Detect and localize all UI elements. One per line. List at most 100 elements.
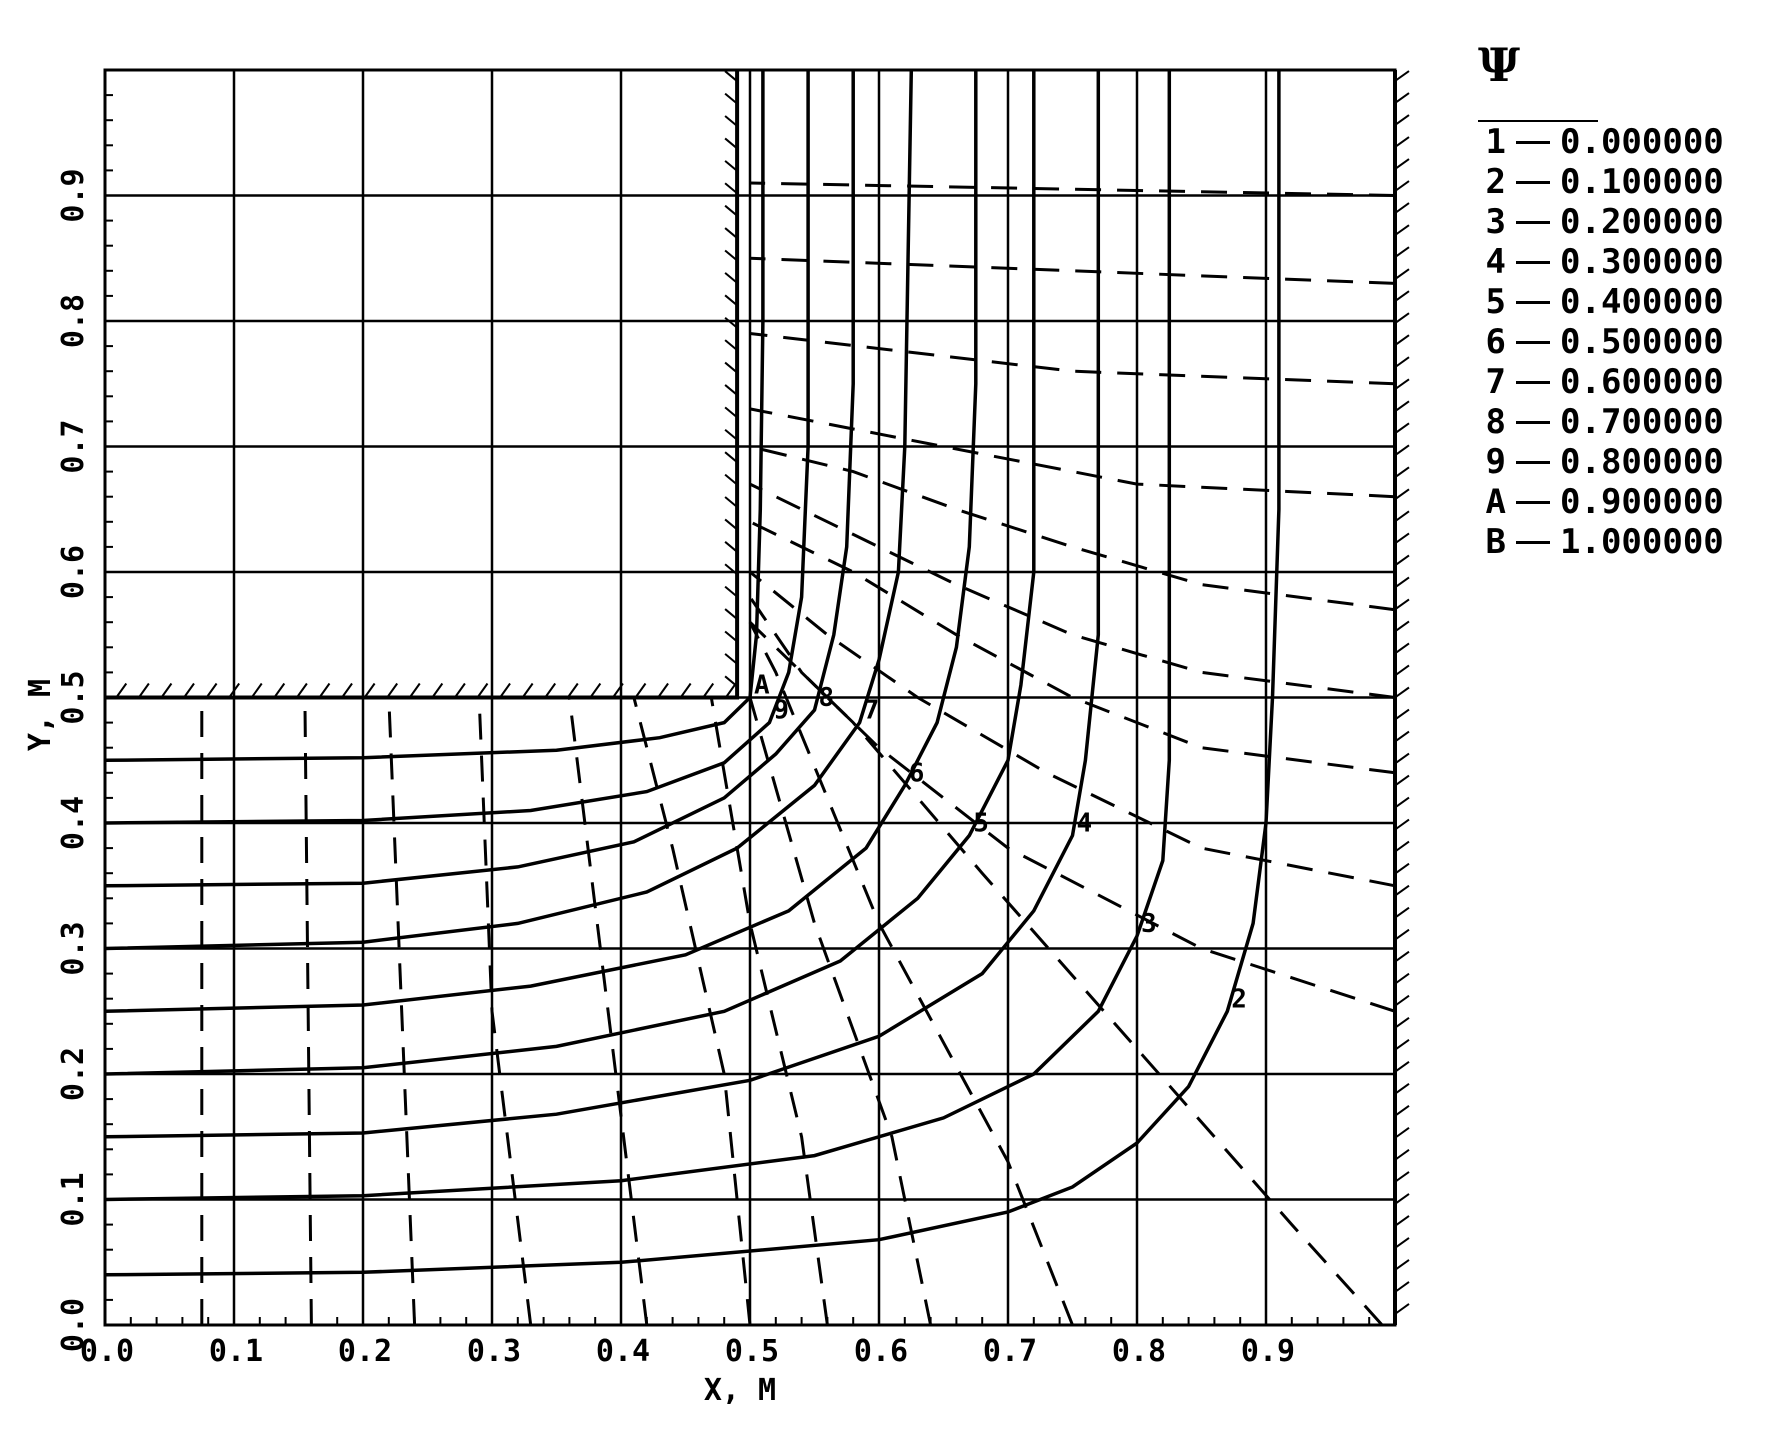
wall-hatch	[296, 682, 308, 699]
wall-hatch	[228, 682, 240, 699]
legend-value: 0.200000	[1560, 202, 1724, 242]
wall-hatch	[1394, 1171, 1410, 1183]
y-tick-label: 0.2	[56, 1047, 91, 1101]
legend-entry: 9 0.800000	[1470, 442, 1770, 482]
y-tick-label: 0.5	[56, 670, 91, 724]
x-tick-label: 0.6	[854, 1334, 908, 1369]
wall-hatch	[612, 682, 624, 699]
x-tick-label: 0.4	[596, 1334, 650, 1369]
wall-hatch	[1394, 334, 1410, 347]
legend-dash	[1516, 260, 1550, 264]
wall-hatch	[1394, 972, 1410, 985]
wall-hatch	[724, 137, 738, 150]
streamline-A	[104, 70, 765, 763]
legend-key: 3	[1485, 202, 1506, 242]
x-tick-label: 0.7	[983, 1334, 1037, 1369]
wall-hatch	[499, 682, 511, 699]
equipotential-line	[477, 697, 533, 1326]
wall-hatch	[1394, 796, 1410, 809]
wall-hatch	[1394, 268, 1410, 280]
x-tick-label: 0.3	[467, 1334, 521, 1369]
legend-entry: 1 0.000000	[1470, 122, 1770, 162]
wall-hatch	[138, 682, 150, 699]
legend-dash	[1516, 500, 1550, 504]
streamlines	[104, 69, 1281, 1277]
wall-hatch	[476, 682, 489, 699]
equipotential-line	[709, 697, 829, 1326]
wall-hatch	[724, 227, 738, 239]
y-tick-label: 0.0	[56, 1298, 91, 1352]
legend-dash	[1516, 380, 1550, 384]
wall-hatch	[1394, 1237, 1410, 1249]
legend-value: 0.800000	[1560, 442, 1724, 482]
wall-hatch	[724, 541, 738, 553]
wall-hatch	[1394, 92, 1410, 104]
wall-hatch	[1394, 1083, 1410, 1095]
wall-hatch	[273, 682, 286, 699]
wall-hatch	[1394, 554, 1410, 567]
wall-hatch	[566, 682, 579, 699]
wall-hatch	[1394, 1016, 1410, 1029]
streamline-label-5: 5	[973, 809, 989, 839]
wall-hatch	[1394, 532, 1410, 545]
wall-hatch	[1394, 1060, 1410, 1073]
wall-hatch	[341, 682, 353, 699]
equipotential-line	[567, 697, 649, 1326]
wall-hatch	[1394, 774, 1410, 787]
wall-hatch	[724, 339, 738, 351]
legend-key: A	[1485, 482, 1506, 522]
streamline-label-2: 2	[1231, 984, 1247, 1014]
legend-key: 8	[1485, 402, 1506, 442]
legend-psi-symbol: Ψ	[1478, 30, 1598, 122]
equipotential-line	[749, 407, 1396, 499]
x-tick-labels: 0.0 0.1 0.2 0.3 0.4 0.5 0.6 0.7 0.8 0.9	[80, 1334, 1295, 1369]
x-tick-label: 0.1	[209, 1334, 263, 1369]
wall-hatch	[1394, 862, 1410, 875]
equipotential-line	[749, 520, 1396, 775]
legend-key: 9	[1485, 442, 1506, 482]
wall-hatch	[724, 160, 738, 172]
wall-hatch	[724, 182, 738, 195]
wall-hatch	[1394, 730, 1410, 743]
legend-entry: 6 0.500000	[1470, 322, 1770, 362]
y-tick-label: 0.1	[56, 1172, 91, 1226]
y-tick-label: 0.3	[56, 921, 91, 975]
wall-hatch	[724, 473, 738, 486]
wall-hatch	[1394, 400, 1410, 413]
wall-hatch	[521, 682, 534, 699]
wall-hatch	[724, 294, 738, 307]
wall-hatch	[724, 563, 738, 576]
wall-hatch	[724, 384, 738, 396]
wall-hatch	[1394, 312, 1410, 325]
wall-hatch	[1394, 994, 1410, 1007]
y-axis-label: Y, M	[23, 679, 58, 751]
wall-hatch	[1394, 136, 1410, 148]
streamline-label-3: 3	[1141, 909, 1157, 939]
wall-hatch	[1394, 752, 1410, 765]
legend-entries: 1 0.000000 2 0.100000 3 0.200000 4 0.300000 5 0.4…	[1470, 122, 1770, 562]
y-tick-labels: 0.0 0.1 0.2 0.3 0.4 0.5 0.6 0.7 0.8 0.9	[56, 168, 91, 1352]
wall-hatch	[250, 682, 263, 699]
wall-hatch	[1394, 576, 1410, 589]
legend-entry: 7 0.600000	[1470, 362, 1770, 402]
wall-hatch	[1394, 818, 1410, 831]
wall-hatch	[724, 272, 738, 284]
streamline-9	[104, 70, 810, 825]
wall-hatch	[724, 630, 738, 643]
wall-hatch	[724, 406, 738, 419]
legend-value: 0.700000	[1560, 402, 1724, 442]
streamline-label-8: 8	[819, 683, 835, 713]
wall-hatch	[183, 682, 195, 699]
y-tick-label: 0.8	[56, 294, 91, 348]
wall-hatch	[724, 361, 738, 374]
wall-hatch	[724, 518, 738, 531]
wall-hatch	[1394, 444, 1410, 457]
legend-value: 0.500000	[1560, 322, 1724, 362]
wall-hatch	[1394, 620, 1410, 633]
equipotential-line	[748, 697, 933, 1326]
wall-hatch	[1394, 840, 1410, 853]
equipotential-lines	[200, 181, 1396, 1327]
legend-value: 0.600000	[1560, 362, 1724, 402]
wall-hatch	[318, 682, 331, 699]
equipotential-line	[749, 445, 1396, 612]
